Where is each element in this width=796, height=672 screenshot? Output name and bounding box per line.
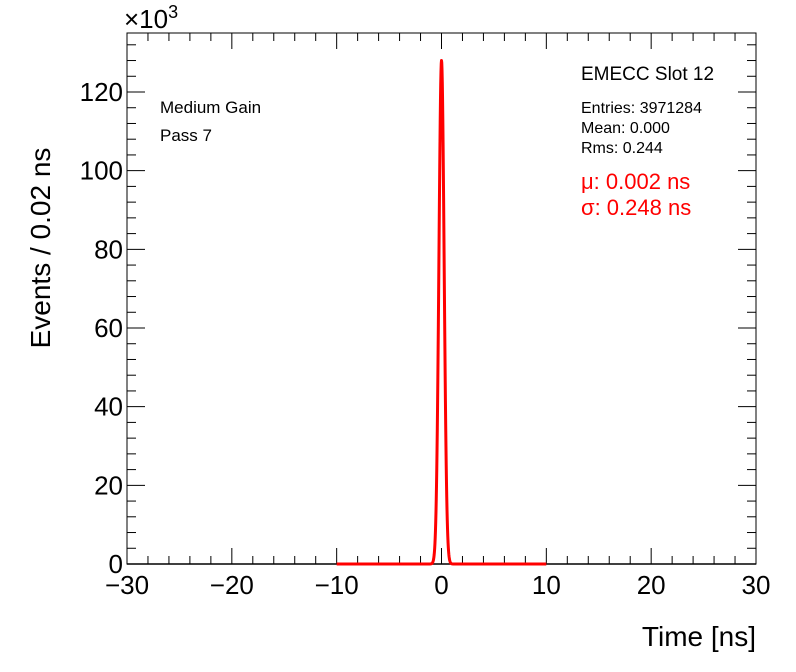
y-tick-label: 60 [94, 313, 123, 343]
plot-area [127, 59, 756, 566]
fit-sigma: σ: 0.248 ns [581, 195, 691, 220]
y-tick-label: 100 [80, 156, 123, 186]
fit-mu: μ: 0.002 ns [581, 169, 690, 194]
stats-mean: Mean: 0.000 [581, 120, 670, 137]
stats-entries: Entries: 3971284 [581, 100, 702, 117]
y-tick-label: 120 [80, 77, 123, 107]
axis-ticks [126, 33, 757, 565]
tick-labels: −30 −20 −10 0 10 20 30 0 20 40 60 80 100 120 [80, 77, 771, 600]
x-tick-label: −30 [105, 570, 149, 600]
x-tick-label: 20 [637, 570, 666, 600]
y-axis-title: Events / 0.02 ns [25, 148, 56, 349]
fit-curve [335, 59, 548, 566]
x-tick-label: 30 [742, 570, 771, 600]
x-tick-label: 0 [434, 570, 448, 600]
y-exponent-power: 3 [168, 2, 178, 22]
y-exponent: ×103 [124, 2, 178, 34]
y-tick-label: 20 [94, 470, 123, 500]
y-tick-label: 40 [94, 392, 123, 422]
stats-rms: Rms: 0.244 [581, 140, 663, 157]
info-pass: Pass 7 [160, 126, 212, 145]
stats-slot: EMECC Slot 12 [581, 64, 714, 85]
y-tick-label: 0 [109, 549, 123, 579]
x-tick-label: −10 [315, 570, 359, 600]
x-tick-label: 10 [532, 570, 561, 600]
y-tick-label: 80 [94, 234, 123, 264]
x-axis-title: Time [ns] [642, 621, 756, 652]
info-medium-gain: Medium Gain [160, 98, 261, 117]
x-tick-label: −20 [210, 570, 254, 600]
